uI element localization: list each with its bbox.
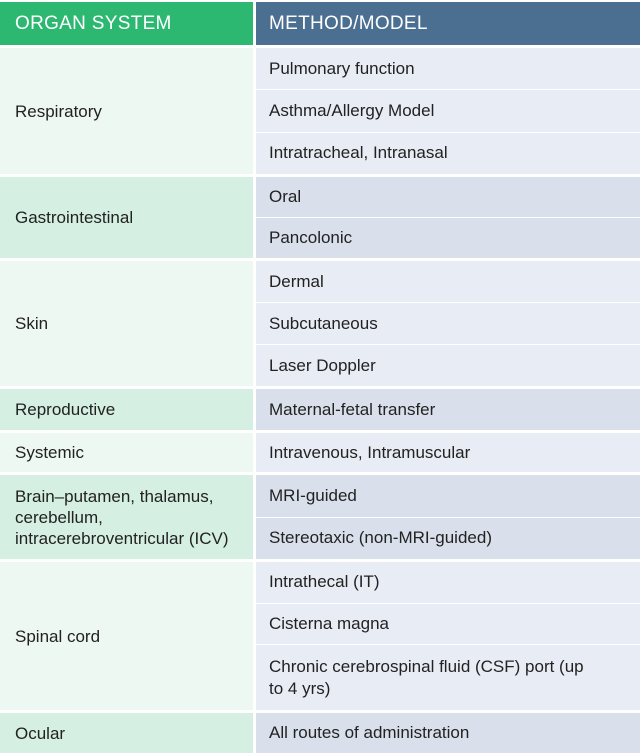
method-cells: Oral Pancolonic — [256, 177, 640, 258]
method-cells: Intravenous, Intramuscular — [256, 433, 640, 472]
method-cell: Laser Doppler — [256, 344, 640, 386]
method-cells: MRI-guided Stereotaxic (non-MRI-guided) — [256, 475, 640, 559]
table-header: ORGAN SYSTEM METHOD/MODEL — [0, 2, 640, 45]
organ-system-cell: Skin — [0, 261, 253, 386]
method-cell: Intratracheal, Intranasal — [256, 131, 640, 174]
table-row: Ocular All routes of administration — [0, 713, 640, 753]
method-cell: Intrathecal (IT) — [256, 562, 640, 603]
method-cells: Maternal-fetal transfer — [256, 389, 640, 430]
method-cell: MRI-guided — [256, 475, 640, 517]
method-cells: Intrathecal (IT) Cisterna magna Chronic ce… — [256, 562, 640, 711]
table-row: Respiratory Pulmonary function Asthma/Alle… — [0, 48, 640, 174]
header-organ-system: ORGAN SYSTEM — [0, 2, 253, 45]
method-cell: Stereotaxic (non-MRI-guided) — [256, 516, 640, 559]
method-cells: Dermal Subcutaneous Laser Doppler — [256, 261, 640, 386]
table-row: Reproductive Maternal-fetal transfer — [0, 389, 640, 430]
method-cell: Maternal-fetal transfer — [256, 389, 640, 430]
organ-system-cell: Spinal cord — [0, 562, 253, 710]
table-row: Gastrointestinal Oral Pancolonic — [0, 177, 640, 258]
organ-system-cell: Brain–putamen, thalamus, cerebellum, int… — [0, 475, 253, 559]
method-cells: Pulmonary function Asthma/Allergy Model In… — [256, 48, 640, 174]
organ-system-cell: Ocular — [0, 713, 253, 753]
method-cell: Subcutaneous — [256, 302, 640, 344]
method-cell: Asthma/Allergy Model — [256, 89, 640, 132]
method-cell: All routes of administration — [256, 713, 640, 753]
method-cells: All routes of administration — [256, 713, 640, 753]
organ-system-cell: Reproductive — [0, 389, 253, 430]
table-row: Spinal cord Intrathecal (IT) Cisterna magn… — [0, 562, 640, 711]
method-cell: Intravenous, Intramuscular — [256, 433, 640, 472]
header-method-model: METHOD/MODEL — [256, 2, 640, 45]
method-cell: Chronic cerebrospinal fluid (CSF) port (… — [256, 644, 640, 711]
table-row: Skin Dermal Subcutaneous Laser Doppler — [0, 261, 640, 386]
method-cell: Dermal — [256, 261, 640, 302]
method-cell: Pulmonary function — [256, 48, 640, 90]
organ-system-cell: Gastrointestinal — [0, 177, 253, 258]
table-row: Systemic Intravenous, Intramuscular — [0, 433, 640, 472]
table-body: Respiratory Pulmonary function Asthma/Alle… — [0, 48, 640, 753]
method-cell: Oral — [256, 177, 640, 217]
organ-system-cell: Systemic — [0, 433, 253, 472]
table-row: Brain–putamen, thalamus, cerebellum, int… — [0, 475, 640, 559]
method-cell: Cisterna magna — [256, 602, 640, 645]
method-cell: Pancolonic — [256, 217, 640, 258]
organ-system-cell: Respiratory — [0, 48, 253, 174]
